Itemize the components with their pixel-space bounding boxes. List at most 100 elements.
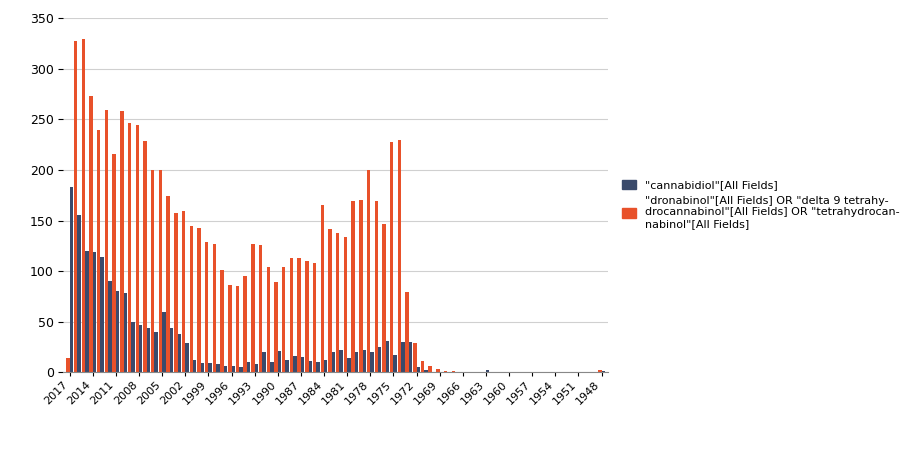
Bar (370, 352, 374, 372)
Bar (409, 342, 413, 372)
Bar (174, 213, 178, 372)
Bar (209, 363, 212, 372)
Bar (332, 352, 336, 372)
Bar (239, 367, 243, 372)
Bar (421, 361, 424, 372)
Bar (305, 261, 308, 372)
Bar (154, 332, 158, 372)
Bar (313, 263, 317, 372)
Bar (267, 267, 270, 372)
Bar (236, 286, 239, 372)
Bar (401, 342, 405, 372)
Bar (416, 367, 420, 372)
Bar (216, 364, 219, 372)
Bar (598, 370, 601, 372)
Bar (375, 201, 378, 372)
Bar (339, 350, 343, 372)
Bar (344, 237, 347, 372)
Bar (185, 343, 189, 372)
Bar (378, 347, 382, 372)
Bar (359, 200, 363, 372)
Bar (85, 251, 89, 372)
Bar (224, 366, 228, 372)
Bar (228, 285, 231, 372)
Bar (255, 364, 258, 372)
Bar (452, 371, 455, 372)
Bar (97, 130, 101, 372)
Bar (162, 311, 166, 372)
Bar (278, 351, 281, 372)
Bar (286, 360, 289, 372)
Bar (147, 328, 151, 372)
Bar (93, 252, 96, 372)
Bar (135, 125, 139, 372)
Bar (601, 371, 605, 372)
Bar (405, 292, 409, 372)
Bar (397, 139, 401, 372)
Bar (308, 361, 312, 372)
Bar (382, 223, 385, 372)
Bar (297, 258, 301, 372)
Bar (220, 270, 224, 372)
Bar (200, 363, 204, 372)
Bar (89, 96, 93, 372)
Bar (289, 258, 293, 372)
Bar (70, 187, 73, 372)
Bar (166, 196, 170, 372)
Bar (73, 41, 77, 372)
Bar (262, 352, 266, 372)
Legend: "cannabidiol"[All Fields], "dronabinol"[All Fields] OR "delta 9 tetrahy-
drocann: "cannabidiol"[All Fields], "dronabinol"[… (622, 179, 899, 229)
Bar (151, 170, 154, 372)
Bar (444, 371, 447, 372)
Bar (274, 282, 278, 372)
Bar (123, 293, 127, 372)
Bar (328, 229, 332, 372)
Bar (363, 350, 366, 372)
Bar (190, 226, 193, 372)
Bar (394, 355, 397, 372)
Bar (347, 358, 351, 372)
Bar (390, 142, 394, 372)
Bar (385, 341, 389, 372)
Bar (436, 369, 440, 372)
Bar (82, 39, 85, 372)
Bar (181, 212, 185, 372)
Bar (231, 366, 235, 372)
Bar (293, 356, 297, 372)
Bar (243, 276, 247, 372)
Bar (258, 245, 262, 372)
Bar (428, 366, 432, 372)
Bar (139, 325, 142, 372)
Bar (351, 201, 355, 372)
Bar (116, 291, 120, 372)
Bar (178, 334, 181, 372)
Bar (170, 328, 173, 372)
Bar (143, 141, 147, 372)
Bar (159, 170, 162, 372)
Bar (301, 357, 305, 372)
Bar (336, 232, 339, 372)
Bar (120, 111, 123, 372)
Bar (324, 360, 327, 372)
Bar (320, 205, 324, 372)
Bar (424, 370, 428, 372)
Bar (282, 267, 286, 372)
Bar (317, 362, 320, 372)
Bar (193, 360, 197, 372)
Bar (66, 358, 70, 372)
Bar (270, 362, 274, 372)
Bar (197, 227, 200, 372)
Bar (366, 170, 370, 372)
Bar (132, 322, 135, 372)
Bar (247, 362, 250, 372)
Bar (112, 154, 116, 372)
Bar (486, 370, 490, 372)
Bar (108, 281, 112, 372)
Bar (101, 257, 104, 372)
Bar (128, 123, 132, 372)
Bar (413, 343, 416, 372)
Bar (77, 216, 81, 372)
Bar (251, 244, 255, 372)
Bar (355, 352, 358, 372)
Bar (205, 242, 209, 372)
